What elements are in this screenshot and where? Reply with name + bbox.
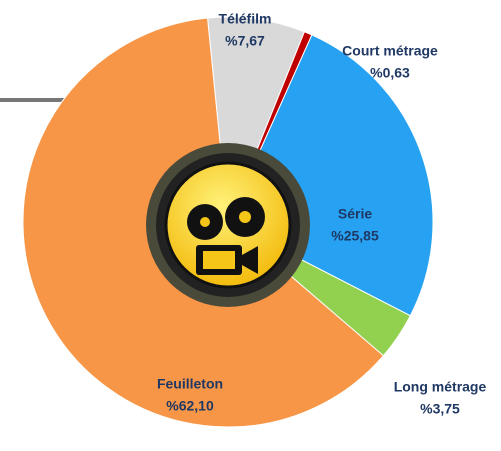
slice-value-label: %3,75 [420, 401, 460, 417]
camera-icon [187, 197, 265, 275]
slice-label: Long métrage [394, 379, 487, 395]
slice-value-label: %7,67 [225, 33, 265, 49]
slice-value-label: %0,63 [370, 65, 410, 81]
slice-value-label: %25,85 [331, 228, 379, 244]
slice-label: Téléfilm [219, 11, 272, 27]
slice-label: Feuilleton [157, 376, 223, 392]
slice-label: Série [338, 206, 372, 222]
slice-label: Court métrage [342, 43, 438, 59]
slice-value-label: %62,10 [166, 398, 214, 414]
